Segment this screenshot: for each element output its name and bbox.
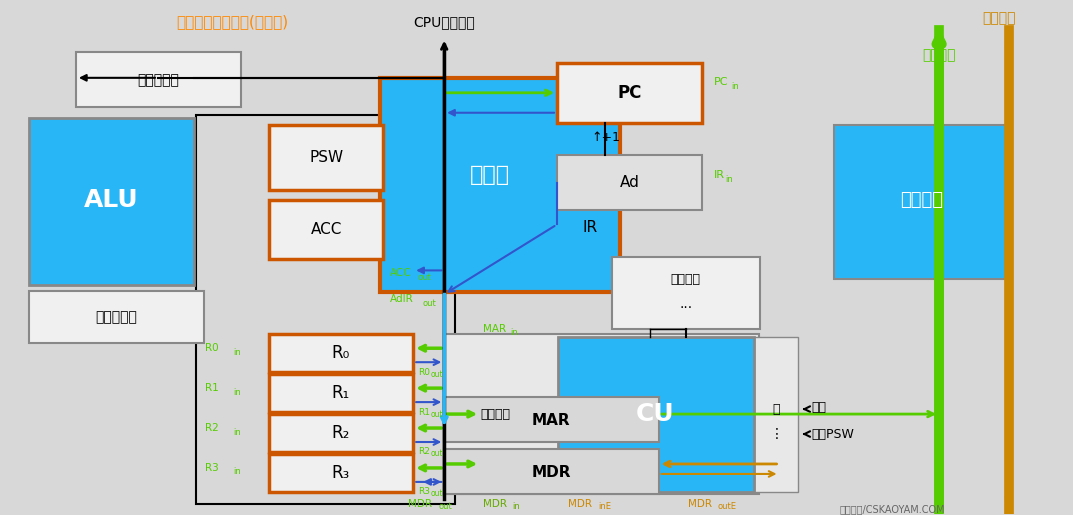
Text: outE: outE <box>718 502 736 511</box>
Text: MAR: MAR <box>531 413 570 427</box>
Text: AdIR: AdIR <box>391 295 414 304</box>
Text: in: in <box>234 388 241 397</box>
Bar <box>753 337 798 492</box>
Bar <box>444 397 659 442</box>
Text: out: out <box>430 450 443 458</box>
Text: R0: R0 <box>418 368 430 376</box>
Text: ...: ... <box>679 297 692 312</box>
Text: 寄存器: 寄存器 <box>470 165 510 184</box>
Text: PC: PC <box>618 84 642 102</box>
Bar <box>268 199 383 260</box>
Bar <box>76 52 240 107</box>
Text: ACC: ACC <box>311 222 342 237</box>
Text: PC: PC <box>714 77 729 87</box>
Text: in: in <box>732 82 739 91</box>
Text: R2: R2 <box>418 448 430 456</box>
Text: MDR: MDR <box>688 499 711 509</box>
Text: 时序系统: 时序系统 <box>671 273 701 286</box>
Text: R₀: R₀ <box>332 344 350 362</box>
Bar <box>444 334 759 494</box>
Text: 地址总线: 地址总线 <box>923 48 956 62</box>
Text: out: out <box>430 370 443 379</box>
Text: R1: R1 <box>205 383 219 393</box>
Text: Ad: Ad <box>620 175 640 190</box>
Bar <box>380 78 620 293</box>
Bar <box>557 154 702 210</box>
Bar <box>612 258 760 329</box>
Text: R₂: R₂ <box>332 424 350 442</box>
Text: out: out <box>417 273 431 282</box>
Text: in: in <box>234 427 241 437</box>
Text: R₁: R₁ <box>332 384 350 402</box>
Bar <box>268 334 413 372</box>
Text: 标志: 标志 <box>811 401 826 414</box>
Bar <box>557 63 702 123</box>
Text: 数据总线: 数据总线 <box>982 11 1016 25</box>
Text: 暂存寄存器: 暂存寄存器 <box>95 311 137 324</box>
Text: ↑+1: ↑+1 <box>591 131 620 144</box>
Text: R2: R2 <box>205 423 219 433</box>
Text: ACC: ACC <box>391 268 412 279</box>
Text: R1: R1 <box>418 407 430 417</box>
Text: out: out <box>430 409 443 419</box>
Text: 用户可见的寄存器(可编程): 用户可见的寄存器(可编程) <box>176 14 288 29</box>
Text: R₃: R₃ <box>332 464 350 482</box>
Text: 号: 号 <box>773 403 780 416</box>
Text: R3: R3 <box>418 487 430 496</box>
Bar <box>268 454 413 492</box>
Text: in: in <box>725 175 733 184</box>
Text: in: in <box>510 328 518 337</box>
Text: out: out <box>430 489 443 499</box>
Text: 来自PSW: 来自PSW <box>811 427 854 440</box>
Text: ALU: ALU <box>84 187 138 212</box>
Bar <box>558 337 753 492</box>
Bar <box>268 125 383 190</box>
Text: 中断系统: 中断系统 <box>899 191 943 209</box>
Text: ⋮: ⋮ <box>769 427 783 441</box>
Text: in: in <box>512 502 519 511</box>
Bar <box>268 374 413 412</box>
Bar <box>835 125 1009 279</box>
Bar <box>195 115 455 504</box>
Text: out: out <box>423 299 436 308</box>
Text: R0: R0 <box>205 343 219 353</box>
Text: IR: IR <box>583 220 598 235</box>
Text: 工道考研/CSKAOYAM.COM: 工道考研/CSKAOYAM.COM <box>839 504 945 514</box>
Bar <box>444 449 659 494</box>
Text: out: out <box>438 502 452 511</box>
Text: in: in <box>234 468 241 476</box>
Text: MDR: MDR <box>408 499 432 509</box>
Text: MDR: MDR <box>483 499 508 509</box>
Text: R3: R3 <box>205 463 219 473</box>
Text: 移位寄存器: 移位寄存器 <box>137 73 179 87</box>
Text: MAR: MAR <box>483 324 505 334</box>
Text: CPU内部总线: CPU内部总线 <box>413 15 475 29</box>
Text: PSW: PSW <box>309 150 343 165</box>
Bar <box>29 118 194 285</box>
Bar <box>268 414 413 452</box>
Text: CU: CU <box>635 402 674 426</box>
Text: IR: IR <box>714 169 724 180</box>
Bar <box>29 291 204 343</box>
Text: inE: inE <box>598 502 611 511</box>
Text: 指令译码: 指令译码 <box>480 407 510 421</box>
Text: in: in <box>234 348 241 357</box>
Text: MDR: MDR <box>568 499 592 509</box>
Text: MDR: MDR <box>531 466 571 480</box>
